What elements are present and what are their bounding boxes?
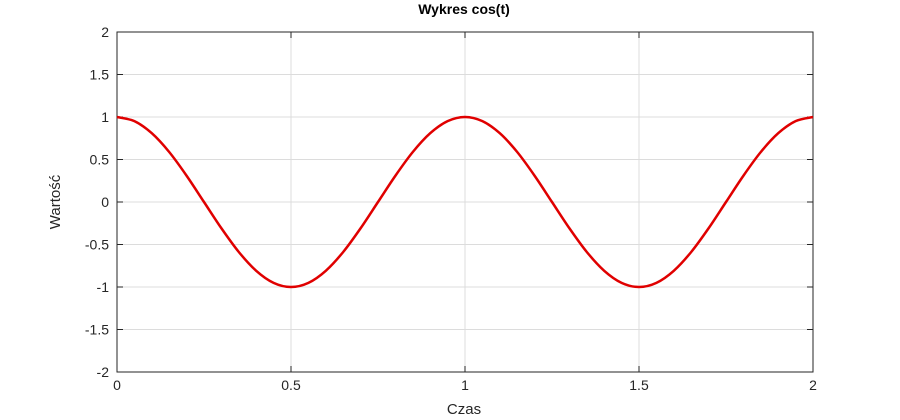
y-tick-label: 2: [101, 24, 109, 40]
y-axis-label: Wartość: [47, 174, 64, 229]
x-tick-label: 2: [809, 377, 817, 393]
y-tick-label: -2: [97, 364, 110, 380]
x-tick-label: 0.5: [281, 377, 301, 393]
y-tick-label: 1: [101, 109, 109, 125]
series-group: [116, 115, 814, 289]
x-tick-label: 1.5: [629, 377, 649, 393]
x-tick-label: 1: [461, 377, 469, 393]
x-tick-label: 0: [113, 377, 121, 393]
y-tick-label: -1: [97, 279, 110, 295]
x-axis: 0 0.5 1 1.5 2: [113, 32, 817, 393]
y-tick-label: 0.5: [90, 152, 110, 168]
y-tick-label: 0: [101, 194, 109, 210]
y-tick-label: 1.5: [90, 67, 110, 83]
y-tick-label: -0.5: [85, 237, 109, 253]
y-tick-label: -1.5: [85, 322, 109, 338]
x-axis-label: Czas: [447, 401, 481, 418]
y-axis: -2 -1.5 -1 -0.5 0 0.5 1 1.5 2: [85, 24, 813, 380]
grid: [116, 31, 814, 373]
chart-title: Wykres cos(t): [418, 1, 510, 17]
series-line: [116, 115, 814, 289]
